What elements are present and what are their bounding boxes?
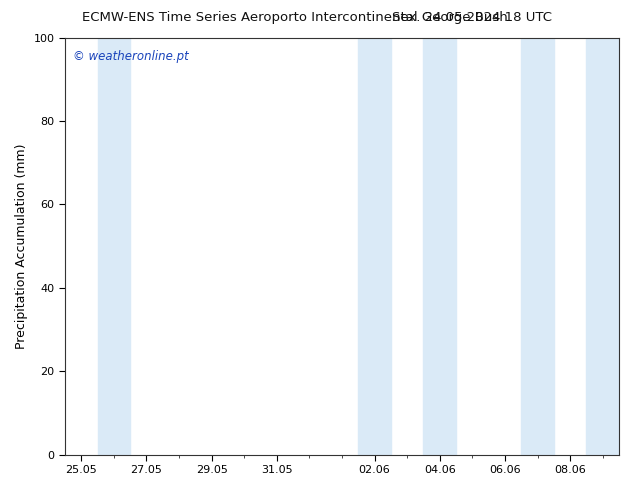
- Bar: [98, 38, 130, 455]
- Bar: [521, 38, 554, 455]
- Bar: [586, 38, 619, 455]
- Text: © weatheronline.pt: © weatheronline.pt: [74, 50, 189, 63]
- Text: Sex. 24.05.2024 18 UTC: Sex. 24.05.2024 18 UTC: [392, 11, 552, 24]
- Bar: [424, 38, 456, 455]
- Bar: [358, 38, 391, 455]
- Text: ECMW-ENS Time Series Aeroporto Intercontinental George Bush: ECMW-ENS Time Series Aeroporto Intercont…: [82, 11, 508, 24]
- Y-axis label: Precipitation Accumulation (mm): Precipitation Accumulation (mm): [15, 144, 28, 349]
